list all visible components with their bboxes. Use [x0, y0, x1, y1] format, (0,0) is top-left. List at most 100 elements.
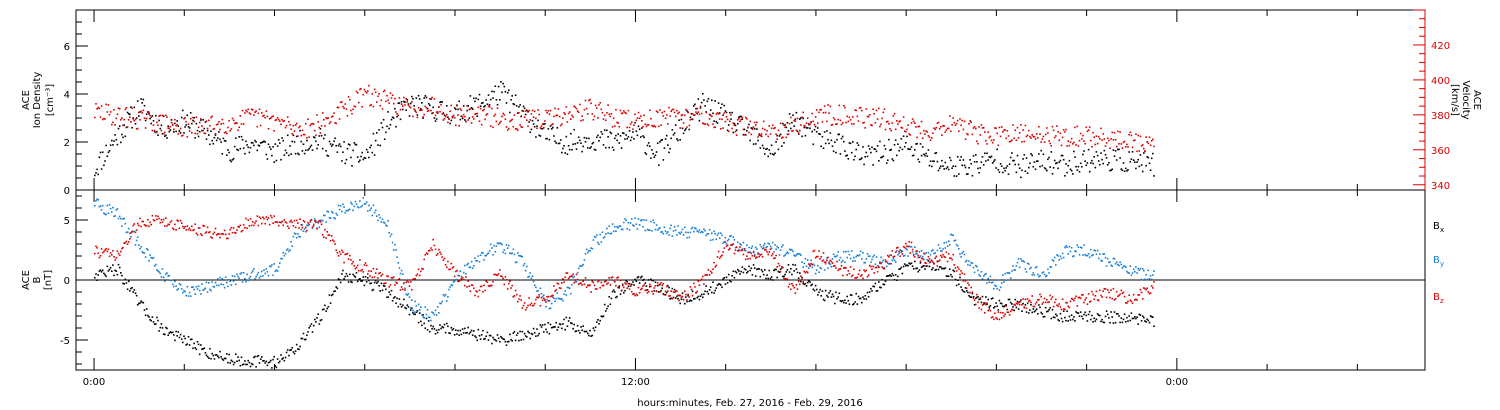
by-point	[932, 249, 934, 251]
density-tick-label: 0	[64, 186, 70, 197]
by-point	[876, 265, 879, 267]
density-point	[364, 157, 367, 159]
by-point	[950, 233, 952, 236]
bz-point	[624, 282, 626, 284]
bx-point	[205, 354, 208, 356]
bx-point	[303, 338, 306, 341]
by-point	[170, 279, 173, 282]
by-point	[223, 286, 226, 289]
velocity-point	[985, 139, 987, 142]
bz-point	[452, 266, 455, 268]
density-point	[800, 117, 802, 119]
bx-point	[448, 332, 450, 334]
velocity-point	[861, 109, 863, 112]
by-point	[1005, 279, 1007, 281]
bx-point	[323, 308, 325, 311]
velocity-point	[673, 111, 676, 114]
bz-point	[267, 217, 270, 219]
velocity-point	[771, 124, 774, 126]
bx-point	[1138, 313, 1141, 316]
density-point	[130, 106, 132, 108]
density-point	[415, 97, 418, 99]
bx-point	[407, 306, 410, 308]
by-point	[220, 283, 222, 285]
bz-point	[557, 283, 560, 285]
density-point	[388, 127, 390, 130]
bz-point	[1021, 303, 1023, 306]
velocity-point	[327, 117, 330, 119]
velocity-point	[633, 124, 635, 126]
density-point	[967, 173, 969, 175]
bx-point	[529, 337, 531, 340]
velocity-point	[1021, 140, 1023, 143]
bz-point	[502, 277, 504, 280]
velocity-point	[1058, 139, 1060, 142]
bz-point	[602, 284, 605, 287]
density-point	[884, 148, 887, 150]
by-point	[739, 243, 741, 245]
by-point	[317, 222, 319, 224]
bx-point	[1083, 313, 1085, 316]
bx-point	[677, 298, 679, 300]
bz-point	[288, 227, 290, 229]
density-point	[556, 127, 559, 129]
bz-point	[667, 290, 669, 292]
bz-point	[536, 296, 538, 298]
bx-point	[467, 326, 469, 329]
density-point	[861, 157, 863, 159]
bz-point	[638, 291, 641, 294]
bx-point	[262, 360, 264, 362]
bx-point	[691, 290, 694, 293]
by-point	[116, 208, 119, 210]
bx-point	[618, 285, 621, 287]
by-point	[300, 228, 303, 231]
by-point	[647, 229, 650, 231]
velocity-point	[676, 109, 678, 112]
bz-point	[430, 247, 432, 249]
bz-point	[544, 298, 546, 301]
bz-point	[527, 304, 529, 307]
bx-point	[963, 291, 966, 293]
bz-point	[572, 273, 574, 276]
velocity-point	[1047, 132, 1049, 134]
by-point	[1139, 267, 1142, 270]
density-point	[761, 144, 764, 147]
by-point	[875, 256, 878, 258]
velocity-point	[1078, 139, 1081, 142]
bx-point	[1093, 317, 1095, 320]
bz-point	[821, 260, 824, 262]
bz-point	[709, 270, 712, 273]
bz-point	[907, 245, 909, 248]
density-point	[506, 91, 509, 94]
bz-point	[776, 266, 778, 268]
density-point	[634, 121, 636, 124]
density-point	[431, 112, 433, 115]
bx-point	[105, 275, 107, 278]
velocity-point	[897, 123, 899, 125]
velocity-point	[545, 109, 547, 112]
bx-point	[1002, 305, 1004, 307]
bx-point	[579, 332, 581, 334]
velocity-point	[228, 120, 230, 122]
by-point	[1119, 261, 1121, 263]
bz-point	[1052, 305, 1055, 308]
by-point	[750, 247, 753, 249]
bx-point	[295, 343, 298, 346]
by-point	[254, 278, 256, 280]
by-point	[429, 316, 431, 319]
panel-frames	[75, 9, 1426, 371]
bx-point	[862, 296, 864, 298]
velocity-point	[400, 103, 403, 105]
bz-point	[191, 225, 193, 227]
bx-point	[1077, 312, 1080, 314]
by-point	[476, 260, 478, 262]
velocity-point	[947, 127, 950, 130]
by-point	[766, 245, 768, 248]
density-point	[499, 99, 501, 101]
velocity-point	[262, 115, 264, 117]
density-point	[740, 115, 742, 118]
by-point	[99, 205, 102, 207]
by-point	[571, 283, 573, 286]
bz-point	[918, 256, 921, 259]
bz-point	[932, 261, 934, 263]
